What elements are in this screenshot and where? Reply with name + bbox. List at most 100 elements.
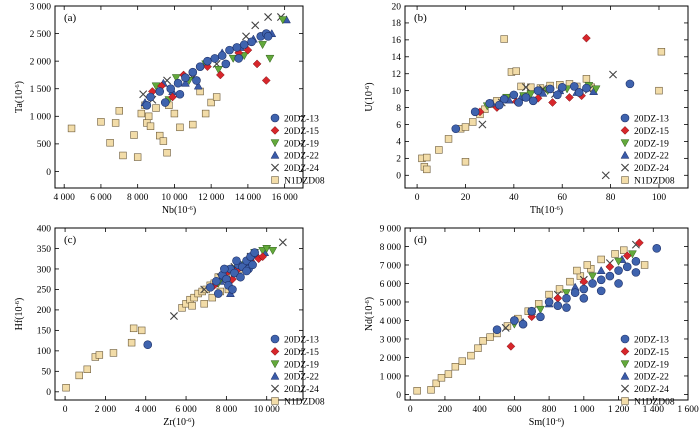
y-tick-label: 2 500 bbox=[30, 30, 52, 40]
data-point bbox=[119, 151, 127, 160]
x-tick-label: 400 bbox=[473, 405, 488, 415]
data-point bbox=[83, 365, 91, 373]
data-point bbox=[232, 256, 241, 266]
y-tick-label: 500 bbox=[37, 140, 52, 150]
y-axis-label: Ta(10-6) bbox=[14, 81, 26, 113]
data-point bbox=[536, 312, 545, 322]
data-point bbox=[97, 118, 105, 126]
legend-marker-triangle-up bbox=[270, 150, 280, 159]
y-tick-label: 20 bbox=[392, 2, 402, 12]
data-point bbox=[545, 84, 555, 94]
plot-frame bbox=[404, 5, 689, 189]
x-tick-label: 20 bbox=[461, 193, 471, 203]
legend-marker-diamond bbox=[270, 126, 280, 135]
data-point bbox=[579, 293, 589, 303]
data-point bbox=[622, 262, 632, 272]
x-tick-label: 4 000 bbox=[135, 405, 157, 415]
panel-label: (d) bbox=[414, 234, 427, 246]
data-point bbox=[533, 93, 543, 103]
legend-marker-triangle-down bbox=[620, 360, 630, 369]
data-point bbox=[461, 123, 470, 131]
data-point bbox=[444, 135, 453, 143]
data-point bbox=[492, 325, 502, 335]
y-tick-label: 18 bbox=[392, 19, 402, 29]
legend-marker-circle bbox=[270, 334, 280, 344]
chart-panel-2: 0 20 40 60 80 100 0 2 4 6 8 10 12 14 16 18 20 (b) Th(10-6)… bbox=[364, 2, 689, 216]
data-point bbox=[188, 302, 196, 310]
data-point bbox=[168, 92, 177, 102]
data-point bbox=[657, 48, 666, 56]
legend-marker-triangle-up bbox=[620, 150, 630, 159]
x-tick-label: 8 000 bbox=[216, 405, 238, 415]
data-point bbox=[495, 100, 504, 110]
data-point bbox=[652, 244, 662, 253]
y-axis-label-close: ) bbox=[364, 82, 375, 85]
data-point bbox=[555, 285, 564, 293]
data-point bbox=[557, 82, 567, 92]
y-tick-label: 2 000 bbox=[380, 354, 402, 364]
x-tick-label: 60 bbox=[557, 193, 567, 203]
x-tick-label: 1 000 bbox=[573, 405, 595, 415]
y-tick-label: 8 000 bbox=[380, 243, 402, 253]
x-tick-label: 1 200 bbox=[608, 405, 630, 415]
y-tick-label: 9 000 bbox=[380, 224, 402, 234]
y-tick-label: 1 500 bbox=[30, 85, 52, 95]
legend-label: 20DZ-24 bbox=[634, 164, 669, 174]
data-point bbox=[106, 139, 114, 147]
legend-marker-circle bbox=[620, 113, 630, 123]
data-point bbox=[212, 93, 221, 101]
data-point bbox=[176, 123, 184, 132]
x-axis-label-exponent: -6 bbox=[555, 417, 561, 424]
legend-label: N1DZD08 bbox=[284, 177, 325, 187]
data-point bbox=[251, 21, 260, 30]
y-axis-label: U(10-6) bbox=[364, 82, 376, 111]
data-point bbox=[195, 62, 205, 71]
legend-marker-diamond bbox=[620, 347, 630, 356]
data-point bbox=[596, 286, 606, 296]
data-point bbox=[181, 78, 190, 87]
data-point bbox=[518, 319, 528, 329]
data-point bbox=[605, 271, 615, 281]
data-point bbox=[631, 268, 641, 277]
y-tick-label: 14 bbox=[392, 53, 402, 63]
y-tick-label: 100 bbox=[37, 347, 52, 357]
data-point bbox=[215, 70, 225, 80]
data-point bbox=[129, 324, 138, 333]
x-tick-label: 2 000 bbox=[95, 405, 117, 415]
data-point bbox=[189, 120, 197, 129]
data-point bbox=[479, 337, 487, 345]
x-tick-label: 16 000 bbox=[272, 193, 298, 203]
data-point bbox=[528, 96, 538, 106]
data-point bbox=[432, 379, 440, 388]
legend-label: 20DZ-15 bbox=[284, 348, 319, 358]
data-point bbox=[582, 33, 591, 43]
y-tick-label: 2 000 bbox=[30, 57, 52, 67]
data-point bbox=[566, 277, 574, 286]
y-tick-label: 0 bbox=[46, 168, 51, 178]
data-point bbox=[205, 283, 215, 292]
data-point bbox=[622, 251, 632, 261]
data-point bbox=[214, 289, 223, 298]
data-point bbox=[614, 279, 623, 288]
legend-label: 20DZ-22 bbox=[634, 373, 669, 383]
data-point bbox=[545, 290, 553, 299]
data-point bbox=[635, 238, 644, 248]
x-tick-label: 8 000 bbox=[127, 193, 149, 203]
data-point bbox=[232, 43, 242, 52]
y-tick-label: 200 bbox=[37, 306, 52, 316]
data-point bbox=[203, 56, 212, 66]
data-point bbox=[109, 349, 118, 357]
data-point bbox=[62, 384, 70, 392]
data-point bbox=[474, 344, 482, 352]
data-point bbox=[583, 261, 592, 269]
data-point bbox=[170, 109, 179, 118]
y-tick-label: 8 bbox=[396, 104, 401, 114]
y-axis-label-close: ) bbox=[364, 297, 375, 300]
data-point bbox=[444, 370, 453, 378]
data-point bbox=[470, 107, 480, 117]
y-tick-label: 0 bbox=[46, 388, 51, 398]
data-point bbox=[212, 276, 221, 286]
data-point bbox=[208, 293, 216, 302]
legend: 20DZ-13 20DZ-15 20DZ-19 20DZ-22 20DZ-24 N1DZD… bbox=[620, 113, 675, 187]
data-point bbox=[570, 82, 579, 91]
